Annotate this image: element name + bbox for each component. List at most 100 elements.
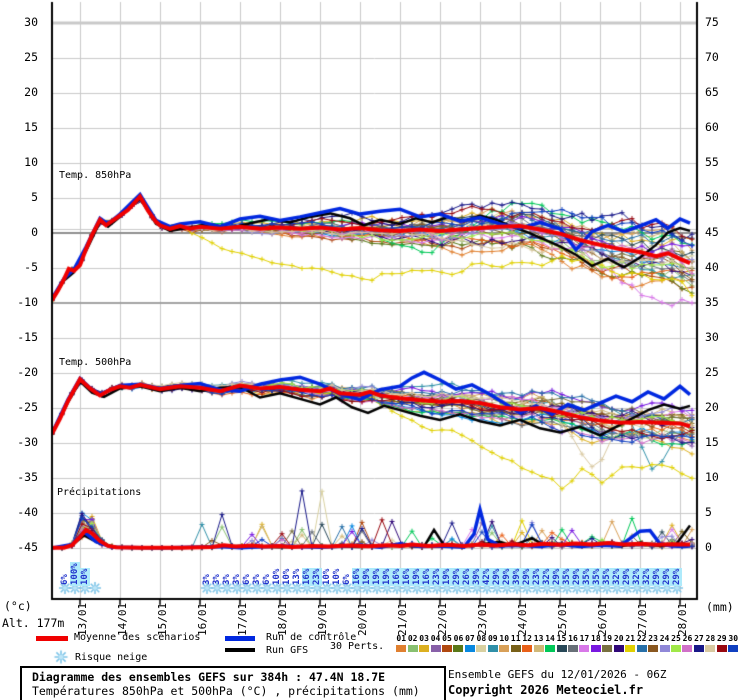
pert-number-label: 07: [465, 634, 475, 643]
gfs-legend-label: Run GFS: [266, 645, 309, 656]
snow-risk-percent-label: 23%: [532, 567, 542, 586]
pert-number-label: 19: [602, 634, 613, 643]
pert-color-swatch: [499, 645, 510, 652]
pert-color-swatch: [682, 645, 693, 652]
pert-color-swatch: [693, 645, 704, 652]
pert-number-label: 23: [648, 634, 658, 643]
left-axis-tick-label: -35: [17, 470, 38, 484]
pert-number-label: 25: [671, 634, 681, 643]
pert-number-label: 22: [636, 634, 647, 643]
pert-color-swatch: [716, 645, 727, 652]
snow-risk-percent-label: 3%: [222, 574, 232, 585]
pert-color-swatch: [487, 645, 498, 652]
left-axis-tick-label: 25: [24, 50, 38, 64]
left-axis-tick-label: -45: [17, 540, 38, 554]
copyright-label: Copyright 2026 Meteociel.fr: [448, 683, 644, 697]
right-axis-tick-label: 40: [705, 260, 719, 274]
snow-risk-percent-label: 35%: [582, 567, 592, 586]
left-axis-tick-label: 5: [31, 190, 38, 204]
pert-number-label: 09: [487, 634, 498, 643]
snow-risk-percent-label: 29%: [502, 567, 512, 586]
x-axis-date-label: 22/01: [436, 602, 449, 636]
pert-number-label: 18: [591, 634, 601, 643]
pert-color-swatch: [567, 645, 578, 652]
snow-risk-percent-label: 26%: [462, 567, 472, 586]
snow-risk-percent-label: 23%: [432, 567, 442, 586]
snow-risk-percent-label: 29%: [522, 567, 532, 586]
snow-risk-percent-label: 10%: [272, 568, 282, 585]
snow-risk-percent-label: 32%: [612, 567, 622, 586]
right-axis-tick-label: 55: [705, 155, 719, 169]
right-axis-tick-label: 35: [705, 295, 719, 309]
pert-number-label: 26: [682, 634, 693, 643]
pert-color-swatch: [671, 645, 681, 652]
snow-risk-percent-label: 19%: [372, 567, 382, 586]
left-axis-unit-label: (°c): [4, 599, 32, 613]
pert-number-label: 27: [694, 634, 704, 643]
pert-color-swatch: [579, 645, 590, 652]
control-line-swatch: [225, 636, 255, 641]
pert-number-label: 13: [533, 634, 544, 643]
mean-line-swatch: [36, 636, 68, 641]
pert-color-swatch: [613, 645, 624, 652]
left-axis-tick-label: -10: [17, 295, 38, 309]
pert-color-swatch: [476, 645, 487, 652]
pert-number-label: 30: [728, 634, 739, 643]
x-axis-date-label: 21/01: [396, 602, 409, 636]
pert-number-label: 28: [705, 634, 716, 643]
pert-number-label: 01: [396, 634, 407, 643]
pert-color-swatch: [648, 645, 659, 652]
right-axis-tick-label: 20: [705, 400, 719, 414]
pert-color-swatch: [453, 645, 464, 652]
summary-title: Diagramme des ensembles GEFS sur 384h : …: [32, 670, 386, 684]
left-axis-tick-label: 20: [24, 85, 38, 99]
x-axis-date-label: 20/01: [356, 602, 369, 636]
right-axis-tick-label: 65: [705, 85, 719, 99]
snow-risk-percent-label: 3%: [212, 574, 222, 585]
pert-color-swatch: [522, 645, 533, 652]
snow-risk-percent-label: 29%: [672, 567, 682, 586]
right-axis-tick-label: 10: [705, 470, 719, 484]
pert-color-swatch: [430, 645, 441, 652]
left-axis-tick-label: 0: [31, 225, 38, 239]
snow-risk-percent-label: 16%: [352, 567, 362, 586]
pert-number-label: 17: [579, 634, 590, 643]
x-axis-date-label: 27/01: [636, 602, 649, 636]
snow-risk-percent-label: 16%: [402, 567, 412, 586]
left-axis-tick-label: -15: [17, 330, 38, 344]
left-axis-tick-label: -5: [24, 260, 38, 274]
x-axis-date-label: 17/01: [236, 602, 249, 636]
pert-color-swatch: [442, 645, 452, 652]
pert-number-label: 16: [568, 634, 578, 643]
pert-color-swatch: [590, 645, 601, 652]
pert-number-label: 05: [442, 634, 452, 643]
pert-number-label: 11: [510, 634, 521, 643]
snow-risk-percent-label: 3%: [232, 574, 242, 585]
x-axis-date-label: 23/01: [476, 602, 489, 636]
left-axis-tick-label: 10: [24, 155, 38, 169]
pert-number-label: 06: [453, 634, 464, 643]
pert-color-swatch: [705, 645, 716, 652]
gfs-line-swatch: [225, 648, 255, 652]
pert-number-label: 10: [499, 634, 510, 643]
snow-risk-percent-label: 32%: [542, 567, 552, 586]
pert-color-swatch: [545, 645, 556, 652]
snow-risk-percent-label: 39%: [472, 567, 482, 586]
right-axis-tick-label: 60: [705, 120, 719, 134]
pert-number-label: 14: [545, 634, 555, 643]
snow-risk-percent-label: 10%: [332, 568, 342, 585]
pert-number-label: 29: [716, 634, 727, 643]
snow-risk-percent-label: 6%: [342, 574, 352, 585]
pert-color-swatch: [533, 645, 544, 652]
snow-risk-percent-label: 29%: [492, 567, 502, 586]
panel-title-850hpa: Temp. 850hPa: [59, 170, 132, 181]
snow-risk-percent-label: 19%: [362, 567, 372, 586]
pert-number-label: 03: [419, 634, 429, 643]
snow-risk-percent-label: 29%: [552, 567, 562, 586]
x-axis-date-label: 28/01: [676, 602, 689, 636]
pert-color-swatch: [625, 645, 636, 652]
left-axis-tick-label: -20: [17, 365, 38, 379]
left-axis-tick-label: 15: [24, 120, 38, 134]
pert-color-swatch: [659, 645, 670, 652]
